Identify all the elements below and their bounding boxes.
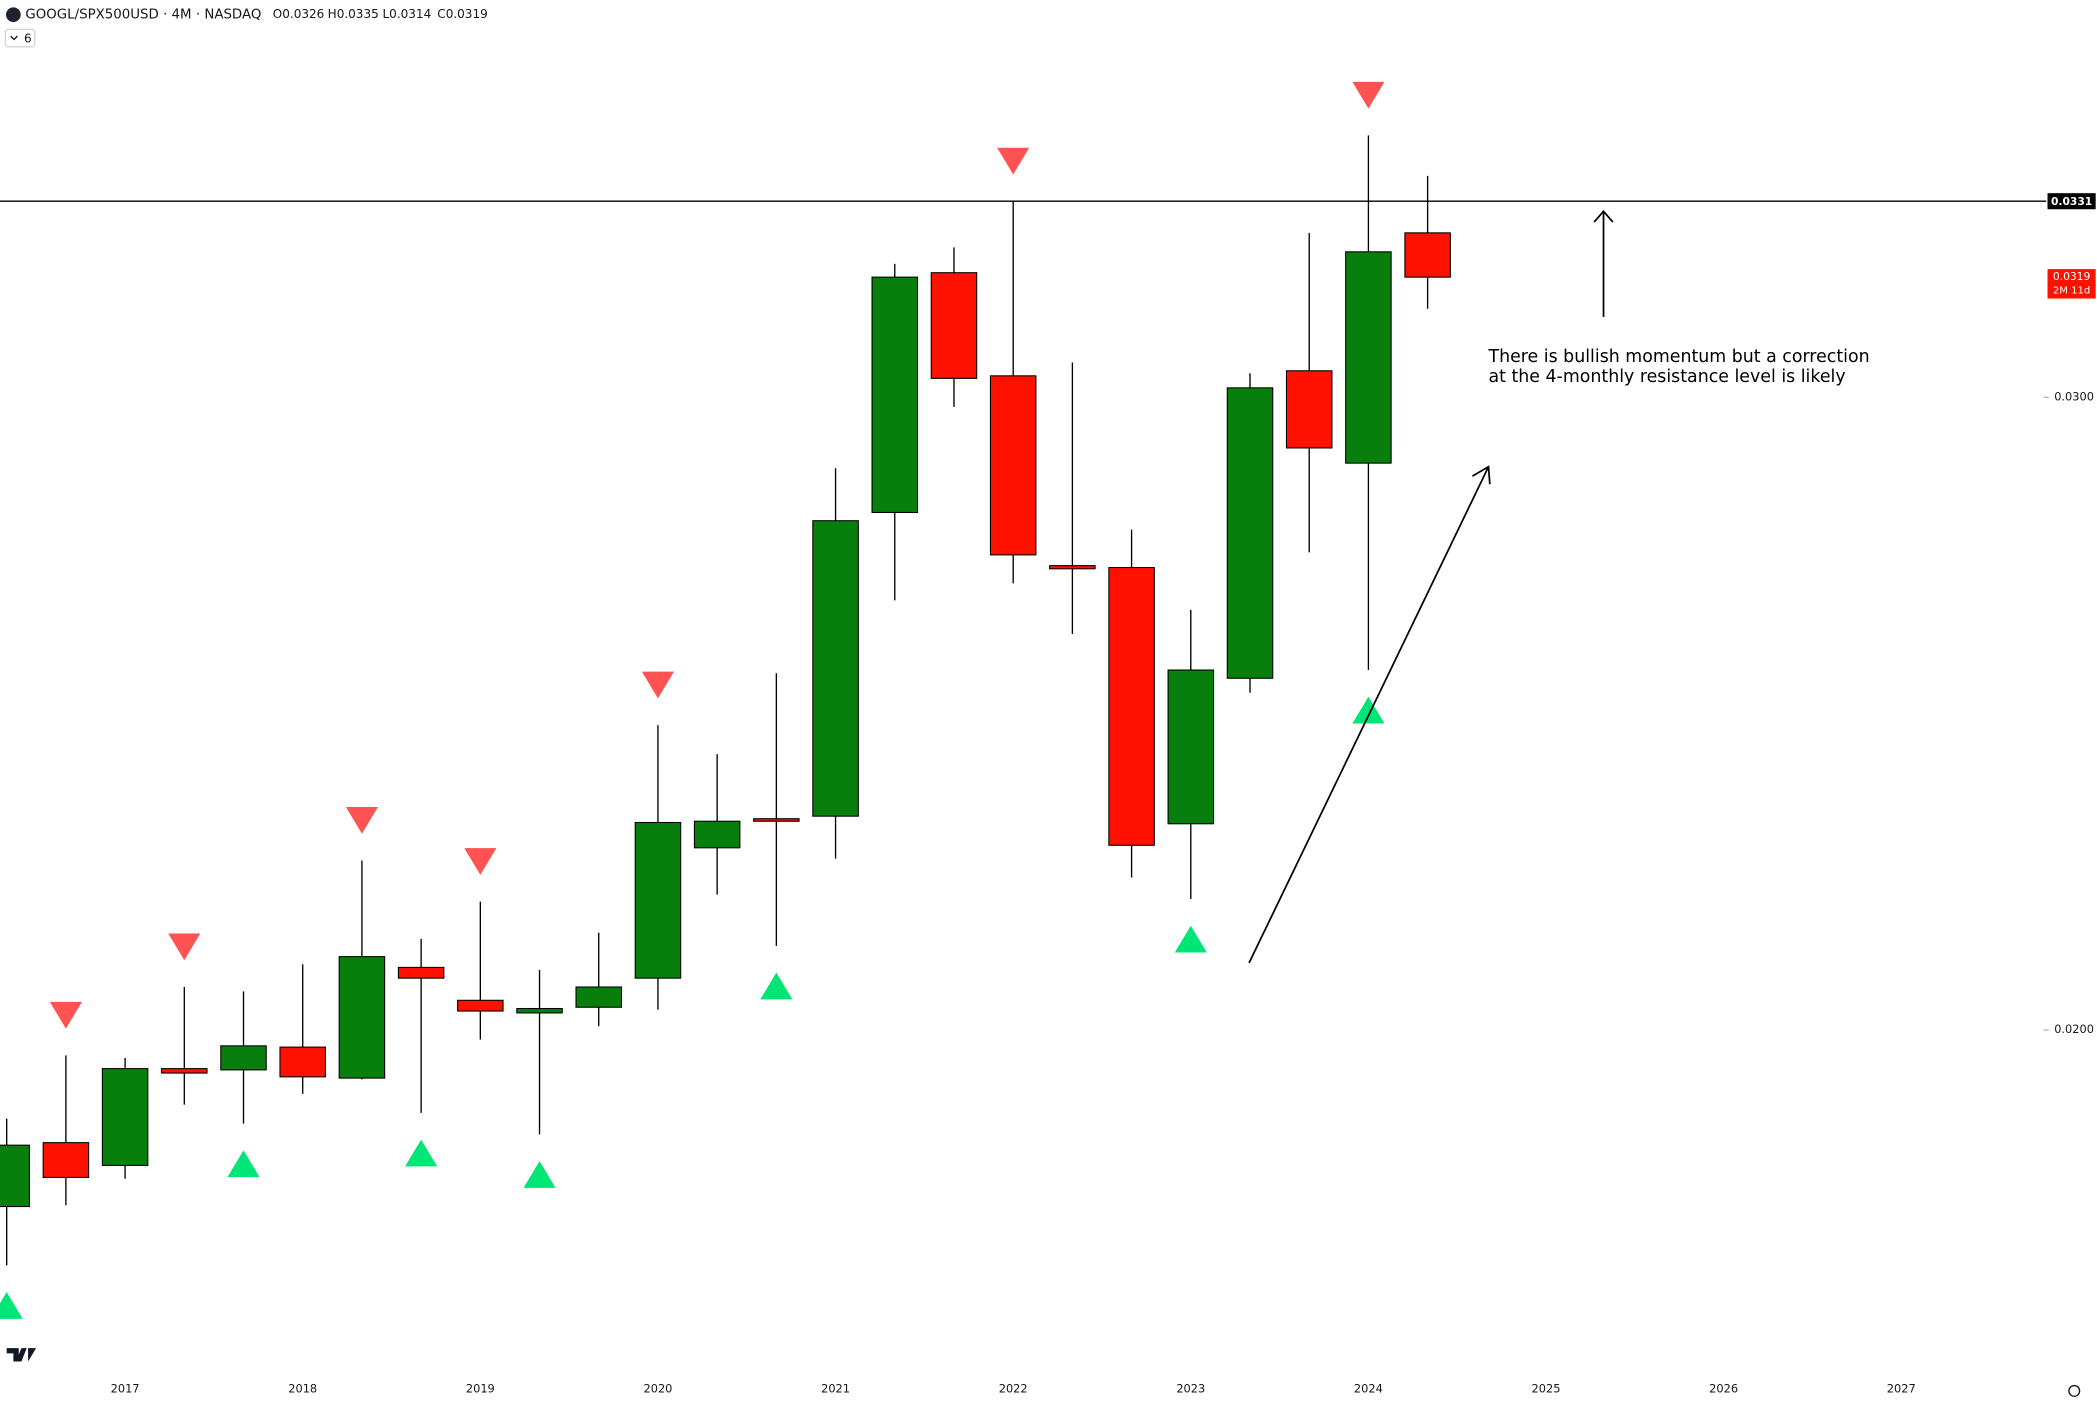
candle-body [1108, 566, 1155, 846]
legend-value: O0.0326 [273, 7, 325, 21]
arrow-head [1593, 210, 1614, 223]
x-tick-label: 2021 [821, 1382, 850, 1396]
candle-body [101, 1068, 149, 1166]
candle-body [1167, 669, 1215, 825]
candle-body [161, 1068, 208, 1074]
buy-signal [523, 1161, 556, 1188]
candle-body [279, 1046, 326, 1078]
last-price-label: 0.0319 [2053, 270, 2091, 283]
buy-signal [0, 1292, 23, 1319]
countdown-label: 2M 11d [2053, 286, 2090, 297]
sell-signal [1352, 81, 1385, 109]
sell-signal [464, 848, 497, 875]
x-tick-label: 2024 [1354, 1382, 1383, 1396]
buy-signal [1352, 696, 1385, 724]
settings-icon[interactable] [2068, 1384, 2081, 1397]
sell-signal [49, 1001, 82, 1029]
candle-body [1226, 387, 1274, 679]
annotation-line: There is bullish momentum but a correcti… [1487, 347, 1869, 367]
candle-body [989, 375, 1037, 556]
x-tick-label: 2023 [1176, 1382, 1205, 1396]
candle-body [1049, 565, 1096, 570]
arrow-diagonal [1248, 466, 1490, 964]
symbol-icon [6, 7, 21, 23]
candle-body [575, 986, 623, 1008]
indicator-toggle[interactable] [4, 28, 36, 48]
candle-body [1285, 370, 1333, 449]
candle-body [634, 821, 682, 979]
sell-signal [997, 147, 1030, 175]
candle-body [338, 956, 386, 1079]
candle-body [871, 276, 919, 514]
price-label: 0.0331 [2051, 195, 2092, 208]
candle-body [220, 1045, 267, 1071]
candle-body [812, 520, 859, 817]
legend-value: C0.0319 [437, 7, 487, 21]
candle-body [1345, 251, 1392, 464]
plot-area: 0.0300 0.0200 2017 2018 2019 2020 2021 2022 2023… [0, 81, 2096, 1396]
chevron-icon [10, 35, 18, 41]
x-tick-label: 2018 [288, 1382, 317, 1396]
y-tick-label: 0.0200 [2054, 1022, 2094, 1036]
candle-body [516, 1007, 563, 1014]
x-tick-label: 2026 [1709, 1382, 1738, 1396]
y-tick-label: 0.0300 [2054, 389, 2094, 403]
legend-value: H0.0335 [328, 7, 379, 21]
last-price-box [2047, 269, 2096, 299]
candle-body [693, 820, 741, 849]
annotation-line: at the 4-monthly resistance level is lik… [1488, 367, 1845, 387]
sell-signal [168, 933, 201, 961]
ohlc-legend: O0.0326 H0.0335 L0.0314 C0.0319 [273, 7, 488, 21]
x-tick-label: 2022 [999, 1382, 1028, 1396]
arrow-head [1472, 465, 1491, 485]
x-tick-label: 2020 [643, 1382, 672, 1396]
sell-signal [641, 671, 674, 699]
candle-body [753, 818, 800, 822]
candle-body [0, 1144, 30, 1208]
price-label-box [2047, 193, 2096, 210]
indicator-label: 6 [24, 31, 32, 45]
buy-signal [405, 1139, 438, 1167]
legend-value: L0.0314 [382, 7, 431, 21]
candle-body [930, 272, 978, 379]
x-tick-label: 2025 [1532, 1382, 1561, 1396]
candle-body [42, 1142, 90, 1178]
x-tick-label: 2019 [466, 1382, 495, 1396]
buy-signal [1174, 925, 1207, 953]
candle-body [1404, 232, 1451, 278]
sell-signal [345, 806, 378, 834]
candle-body [397, 966, 445, 979]
x-tick-label: 2017 [111, 1382, 140, 1396]
buy-signal [760, 972, 793, 1000]
logo [6, 1348, 37, 1362]
candle-body [457, 999, 504, 1012]
chart-title: GOOGL/SPX500USD · 4M · NASDAQ [25, 8, 261, 23]
x-tick-label: 2027 [1887, 1382, 1916, 1396]
buy-signal [227, 1150, 260, 1178]
